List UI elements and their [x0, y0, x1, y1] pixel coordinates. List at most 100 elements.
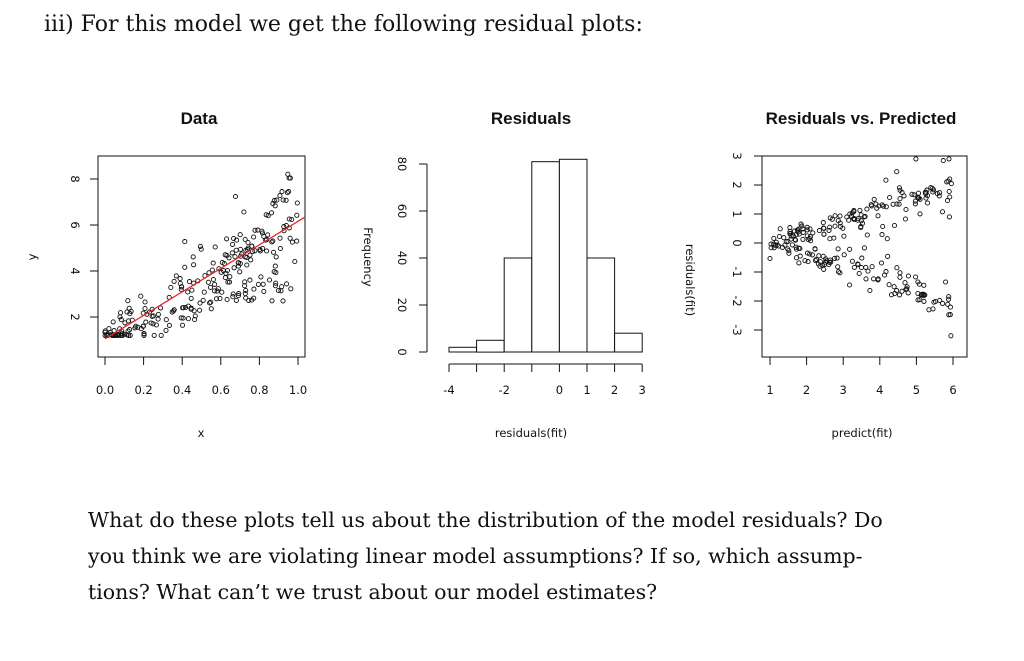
data-point — [222, 252, 228, 258]
histogram-bars — [448, 158, 643, 353]
residual-point — [897, 196, 903, 202]
data-point — [230, 294, 236, 300]
residual-point — [894, 169, 900, 175]
data-point — [227, 274, 233, 280]
residual-point — [847, 211, 853, 217]
residual-point — [851, 264, 857, 270]
residual-point — [820, 220, 826, 226]
data-point — [242, 291, 248, 297]
residual-point — [947, 194, 953, 200]
residual-point — [944, 179, 950, 185]
residual-point — [896, 201, 902, 207]
residual-point — [858, 218, 864, 224]
residual-point — [864, 232, 870, 238]
data-point — [210, 260, 216, 266]
data-point — [271, 269, 277, 275]
residual-point — [800, 236, 806, 242]
residual-point — [834, 255, 840, 261]
residual-point — [921, 282, 927, 288]
data-point — [261, 288, 267, 294]
data-point — [163, 317, 169, 323]
residual-point — [841, 233, 847, 239]
residual-point — [832, 255, 838, 261]
data-point — [237, 269, 243, 275]
x-tick-label: -2 — [498, 383, 509, 397]
data-point — [219, 289, 225, 295]
data-point — [270, 201, 276, 207]
data-point — [191, 262, 197, 268]
data-point — [168, 284, 174, 291]
data-point — [226, 279, 233, 285]
residual-point — [837, 213, 843, 219]
residuals-vs-predicted-plot: Residuals vs. Predicted 1 2 3 4 5 6 -3 -2 -1 0 1 2… — [683, 109, 968, 440]
data-point — [177, 276, 183, 282]
x-tick-label: 3 — [840, 383, 847, 397]
data-point — [273, 280, 279, 286]
residual-point — [921, 298, 927, 304]
residual-point — [880, 203, 886, 209]
residual-point — [796, 245, 802, 251]
data-point — [118, 317, 124, 323]
data-point — [277, 235, 283, 241]
data-point — [207, 284, 214, 290]
data-point — [106, 326, 112, 332]
data-point — [182, 239, 188, 245]
rvp-x-axis: 1 2 3 4 5 6 — [766, 357, 957, 397]
data-point — [233, 247, 239, 253]
data-point — [232, 193, 239, 200]
data-point — [215, 286, 221, 292]
data-point — [271, 249, 277, 255]
y-tick-label: 8 — [68, 175, 82, 182]
data-point — [188, 305, 194, 311]
residual-point — [939, 209, 946, 215]
data-point — [269, 298, 275, 304]
residual-point — [903, 206, 909, 213]
data-point — [264, 248, 270, 254]
data-point — [140, 323, 146, 329]
residual-point — [858, 225, 864, 231]
data-point — [294, 212, 300, 218]
residual-point — [923, 189, 929, 196]
y-tick-label: 80 — [395, 157, 409, 172]
residual-point — [896, 185, 902, 191]
data-point — [255, 281, 261, 287]
residual-point — [777, 226, 783, 232]
residual-point — [940, 158, 946, 164]
residual-point — [902, 280, 908, 286]
residual-point — [947, 312, 953, 318]
residual-point — [788, 233, 794, 239]
data-point — [189, 287, 195, 293]
residual-point — [862, 213, 868, 219]
data-point — [263, 212, 269, 218]
data-plot: Data 0.0 0.2 0.4 0.6 0.8 1.0 2 4 6 8 x y — [25, 109, 307, 440]
residuals-histogram: Residuals -4 -2 0 1 2 3 0 20 40 60 80 residuals(f… — [361, 109, 646, 440]
data-point — [251, 234, 257, 240]
data-point — [283, 197, 289, 203]
residual-point — [887, 194, 893, 201]
residual-point — [930, 187, 937, 193]
data-point — [127, 332, 133, 338]
residual-point — [802, 258, 808, 264]
data-point — [212, 281, 218, 287]
data-point — [148, 320, 154, 326]
rvp-xlabel: predict(fit) — [832, 426, 893, 440]
data-point — [117, 310, 124, 316]
residual-point — [940, 300, 946, 306]
data-point — [225, 279, 231, 285]
residual-point — [807, 251, 813, 257]
residual-point — [902, 216, 909, 222]
residual-point — [894, 265, 900, 271]
x-tick-label: 0.0 — [96, 383, 114, 397]
y-tick-label: 2 — [730, 181, 744, 188]
data-point — [281, 224, 287, 230]
data-point — [287, 235, 293, 241]
residual-point — [789, 242, 795, 248]
data-plot-frame — [97, 155, 306, 358]
residual-point — [835, 218, 841, 224]
residual-point — [891, 284, 897, 290]
data-point — [115, 332, 121, 338]
data-point — [257, 247, 263, 253]
data-point — [231, 265, 237, 271]
residual-point — [840, 225, 846, 231]
residual-point — [899, 190, 905, 196]
